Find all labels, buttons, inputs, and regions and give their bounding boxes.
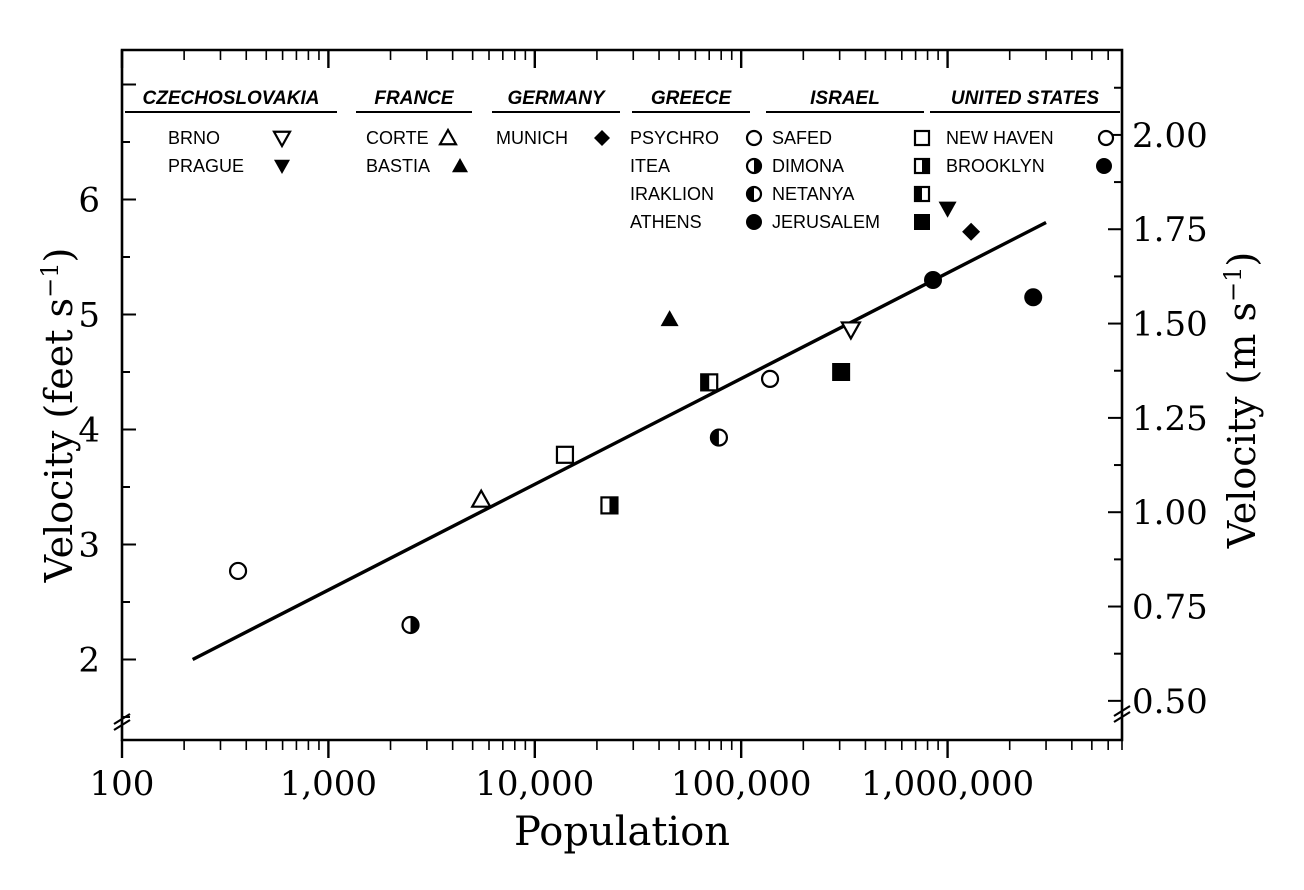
legend-country-label: FRANCE	[374, 88, 454, 109]
data-point-itea	[401, 615, 420, 635]
legend-city-label: DIMONA	[772, 156, 844, 176]
legend-marker-brooklyn-icon	[1096, 158, 1112, 174]
legend-marker-safed-icon	[913, 129, 931, 147]
data-point-munich	[962, 222, 981, 241]
data-point-corte	[470, 488, 493, 508]
data-point-athens	[924, 271, 943, 289]
y-left-tick-label: 5	[78, 296, 100, 336]
x-tick-label: 10,000	[475, 764, 594, 804]
legend-marker-psychro-icon	[745, 129, 763, 147]
y-axis-label-right: Velocity (m s−1)	[1219, 252, 1264, 549]
legend-city-label: NETANYA	[772, 184, 854, 204]
legend-city-label: BASTIA	[366, 156, 430, 176]
right-axis-break	[1113, 705, 1131, 723]
x-axis-label: Population	[514, 809, 730, 855]
legend: CZECHOSLOVAKIA BRNO PRAGUE FRANCE CORTE BASTI…	[125, 88, 1120, 232]
legend-group-greece: GREECE PSYCHRO ITEA IRAKLION ATHENS	[630, 88, 763, 232]
legend-marker-brno-icon	[272, 130, 292, 149]
data-point-bastia	[660, 310, 679, 327]
y-left-tick-label: 6	[78, 181, 100, 221]
x-tick-label: 1,000	[280, 764, 377, 804]
legend-city-label: SAFED	[772, 128, 832, 148]
y-left-tick-label: 3	[78, 526, 100, 566]
legend-marker-itea-icon	[745, 157, 763, 175]
y-right-tick-label: 1.75	[1132, 210, 1208, 250]
legend-marker-munich-icon	[594, 130, 610, 146]
axis-ticks: 100 1,000 10,000 100,000 1,000,000 2 3 4 5 6 0.50 0…	[78, 50, 1208, 804]
left-axis-break	[113, 713, 131, 731]
legend-city-label: ATHENS	[630, 212, 702, 232]
legend-city-label: JERUSALEM	[772, 212, 880, 232]
y-axis-label-right-sup: −1	[1219, 267, 1247, 302]
legend-group-united-states: UNITED STATES NEW HAVEN BROOKLYN	[930, 88, 1120, 176]
data-point-iraklion	[709, 428, 729, 447]
legend-marker-dimona-icon	[913, 157, 931, 175]
legend-marker-corte-icon	[438, 127, 458, 146]
legend-group-israel: ISRAEL SAFED DIMONA NETANYA JERUSALEM	[766, 88, 931, 232]
plot-frame	[113, 48, 1131, 742]
regression-line	[191, 220, 1047, 662]
y-right-tick-label: 1.25	[1132, 399, 1208, 439]
y-right-tick-label: 1.50	[1132, 305, 1208, 345]
data-point-new-haven	[760, 369, 780, 388]
data-point-netanya	[700, 373, 719, 392]
legend-country-label: UNITED STATES	[951, 88, 1099, 109]
legend-country-label: GERMANY	[507, 88, 606, 109]
legend-city-label: ITEA	[630, 156, 670, 176]
y-axis-label-left: Velocity (feet s−1)	[36, 248, 81, 584]
y-axis-label-right-close: )	[1220, 252, 1264, 267]
fit-line-group	[191, 220, 1047, 662]
legend-group-france: FRANCE CORTE BASTIA	[356, 88, 472, 176]
legend-city-label: MUNICH	[496, 128, 568, 148]
data-point-brooklyn	[1024, 288, 1043, 307]
data-point-safed	[555, 445, 575, 464]
y-axis-label-left-close: )	[37, 248, 81, 263]
legend-marker-bastia-icon	[452, 158, 468, 173]
y-right-tick-label: 1.00	[1132, 493, 1208, 533]
data-point-jerusalem	[832, 363, 851, 381]
legend-marker-athens-icon	[746, 214, 762, 230]
legend-marker-netanya-icon	[913, 185, 931, 203]
legend-city-label: PRAGUE	[168, 156, 244, 176]
data-point-dimona	[600, 496, 619, 515]
legend-country-label: ISRAEL	[810, 88, 880, 109]
legend-city-label: PSYCHRO	[630, 128, 719, 148]
legend-city-label: IRAKLION	[630, 184, 714, 204]
y-right-tick-label: 0.75	[1132, 588, 1208, 628]
x-tick-label: 100,000	[671, 764, 812, 804]
y-left-tick-label: 2	[78, 641, 100, 681]
y-axis-label-left-sup: −1	[36, 262, 64, 297]
legend-city-label: NEW HAVEN	[946, 128, 1054, 148]
plot-border	[120, 48, 1124, 742]
data-points	[228, 201, 1043, 635]
y-axis-label-right-main: Velocity (m s	[1220, 302, 1264, 549]
x-tick-label: 100	[90, 764, 155, 804]
legend-marker-jerusalem-icon	[914, 214, 930, 230]
axis-labels: Population Velocity (feet s−1) Velocity …	[36, 248, 1264, 855]
legend-city-label: BRNO	[168, 128, 220, 148]
data-point-prague	[938, 201, 957, 218]
y-right-tick-label: 0.50	[1132, 682, 1208, 722]
x-tick-label: 1,000,000	[861, 764, 1034, 804]
legend-marker-iraklion-icon	[745, 185, 763, 203]
legend-city-label: CORTE	[366, 128, 429, 148]
data-point-psychro	[228, 561, 248, 581]
y-axis-label-left-main: Velocity (feet s	[37, 298, 81, 583]
data-point-brno	[839, 321, 862, 341]
legend-marker-new-haven-icon	[1097, 129, 1115, 147]
legend-country-label: GREECE	[651, 88, 733, 109]
legend-city-label: BROOKLYN	[946, 156, 1045, 176]
legend-group-czechoslovakia: CZECHOSLOVAKIA BRNO PRAGUE	[125, 88, 337, 176]
y-left-tick-label: 4	[78, 411, 100, 451]
legend-country-label: CZECHOSLOVAKIA	[143, 88, 320, 109]
legend-marker-prague-icon	[274, 159, 290, 174]
legend-group-germany: GERMANY MUNICH	[492, 88, 620, 148]
y-right-tick-label: 2.00	[1132, 116, 1208, 156]
